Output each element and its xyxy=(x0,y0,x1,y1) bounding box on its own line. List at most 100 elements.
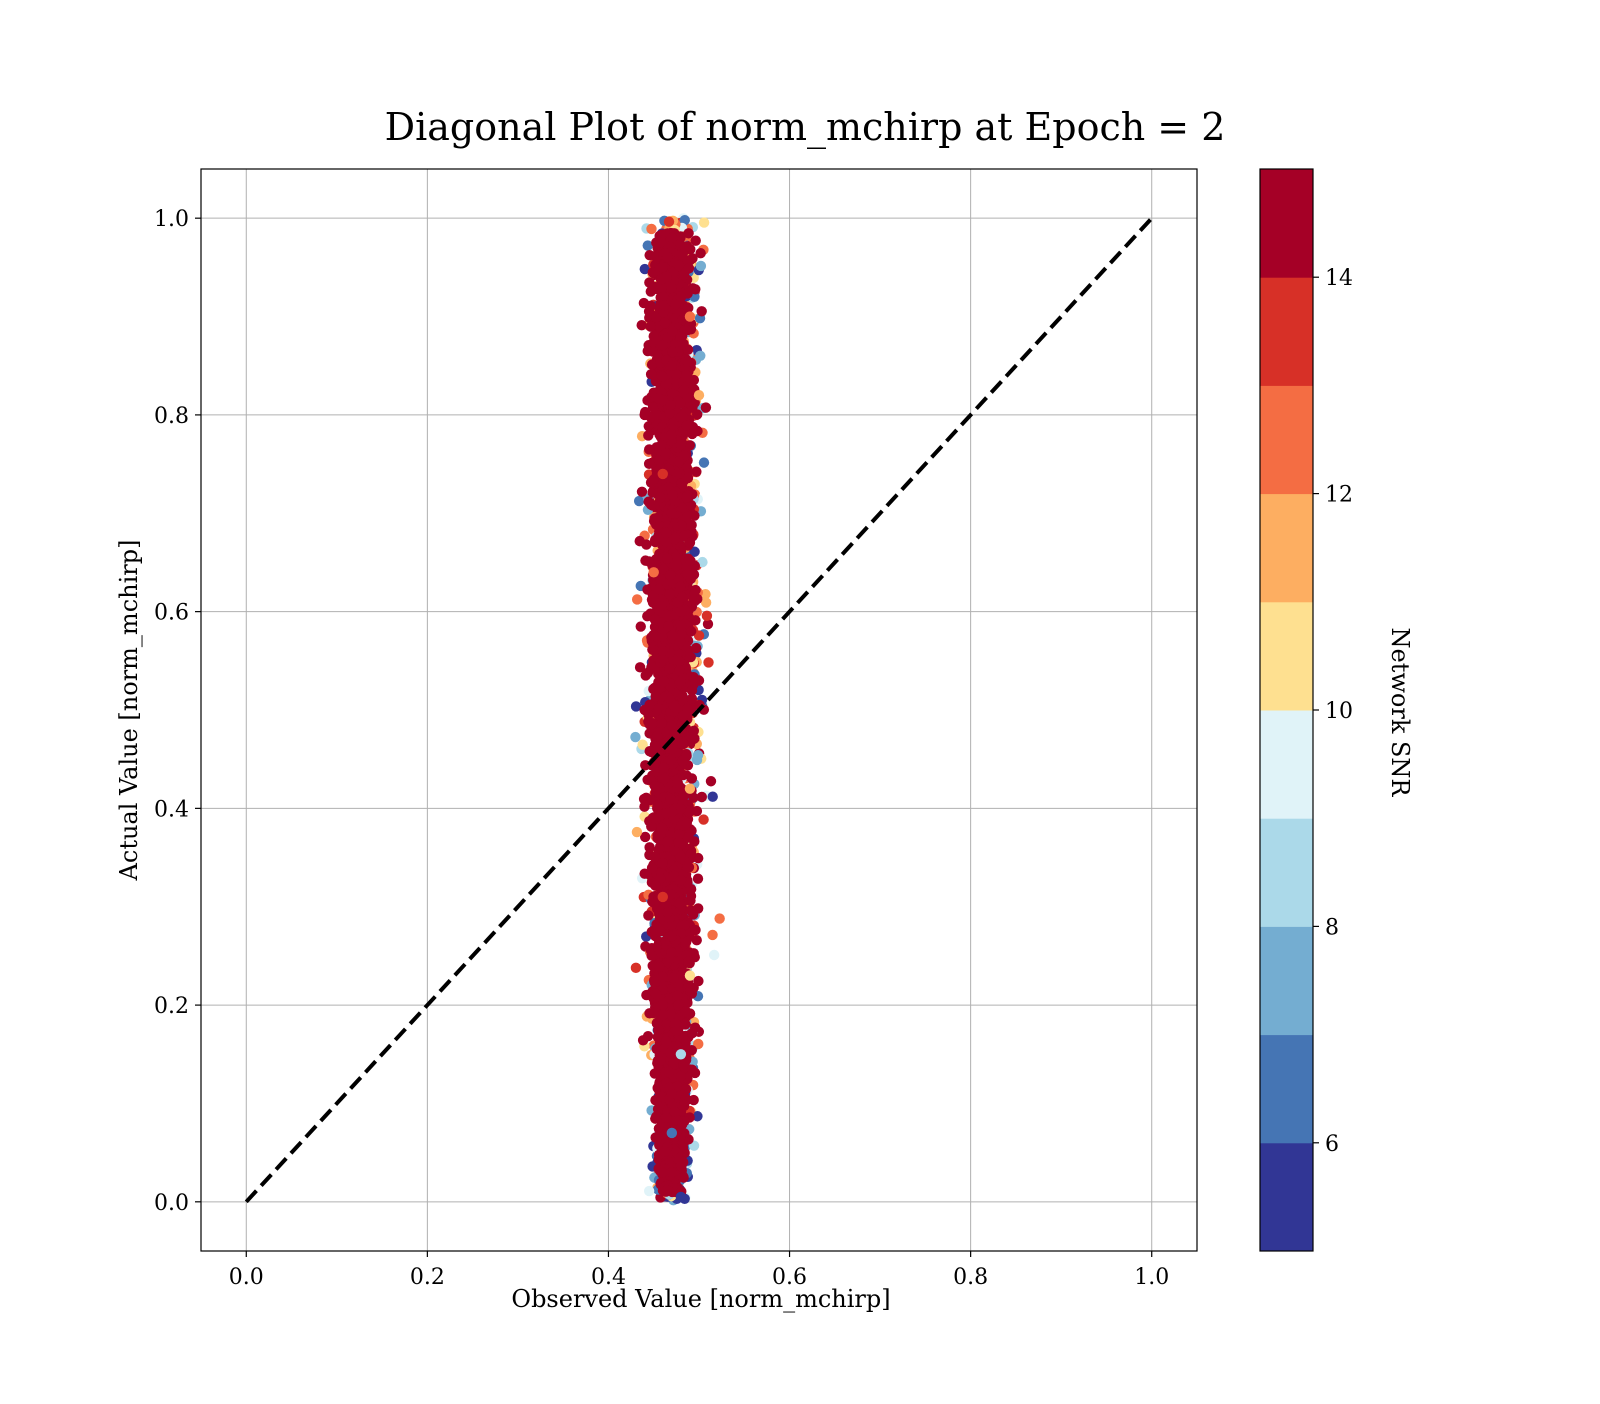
scatter-point-99 xyxy=(708,949,720,961)
scatter-point-4746 xyxy=(650,989,662,1000)
colorbar-tick-label-1: 8 xyxy=(1325,915,1339,940)
scatter-point-4738 xyxy=(659,773,670,784)
scatter-point-4188 xyxy=(682,472,694,484)
scatter-point-4822 xyxy=(666,931,678,942)
scatter-point-4798 xyxy=(643,458,655,470)
scatter-point-4816 xyxy=(639,704,650,716)
scatter-point-4653 xyxy=(665,889,676,900)
scatter-point-4042 xyxy=(644,746,655,757)
scatter-point-1044 xyxy=(692,1111,703,1122)
scatter-point-4742 xyxy=(661,1185,672,1196)
scatter-point-4818 xyxy=(684,783,696,794)
x-tick-label-2: 0.4 xyxy=(591,1265,626,1290)
colorbar-segment-6 xyxy=(1260,493,1313,603)
scatter-point-4362 xyxy=(674,665,685,676)
scatter-point-1326 xyxy=(692,749,704,761)
scatter-point-4636 xyxy=(676,1160,687,1172)
scatter-point-4578 xyxy=(686,1064,698,1075)
y-tick-label-1: 0.2 xyxy=(154,994,189,1019)
scatter-point-4549 xyxy=(646,359,658,370)
scatter-point-728 xyxy=(646,223,657,235)
scatter-point-4339 xyxy=(638,297,650,309)
scatter-point-3784 xyxy=(644,842,655,853)
scatter-point-3764 xyxy=(636,319,647,331)
scatter-point-4821 xyxy=(657,891,668,903)
scatter-point-4778 xyxy=(660,1035,672,1047)
scatter-point-4758 xyxy=(683,956,694,967)
scatter-point-300 xyxy=(705,776,717,787)
scatter-point-4270 xyxy=(645,321,656,332)
diagonal-reference-line xyxy=(244,216,1154,1204)
scatter-point-4664 xyxy=(675,675,686,687)
scatter-point-4756 xyxy=(675,803,686,815)
scatter-point-4159 xyxy=(654,454,665,466)
scatter-point-1291 xyxy=(637,739,648,750)
scatter-point-4650 xyxy=(664,407,676,419)
plot-frame xyxy=(200,168,1198,1252)
scatter-point-4829 xyxy=(675,1191,687,1203)
scatter-point-4815 xyxy=(693,675,705,686)
scatter-point-4808 xyxy=(675,439,687,450)
scatter-point-4382 xyxy=(676,970,688,981)
y-tick-label-5: 1.0 xyxy=(154,207,189,232)
scatter-point-4620 xyxy=(679,919,690,931)
scatter-point-4241 xyxy=(653,583,665,595)
scatter-point-4621 xyxy=(661,527,672,539)
scatter-point-4782 xyxy=(664,1047,676,1059)
scatter-point-3073 xyxy=(641,539,652,550)
scatter-point-4680 xyxy=(655,926,666,937)
scatter-point-4587 xyxy=(670,703,682,714)
scatter-point-3440 xyxy=(684,255,696,266)
scatter-point-4326 xyxy=(685,626,697,637)
colorbar-segment-1 xyxy=(1260,1034,1313,1144)
scatter-point-4784 xyxy=(670,551,682,563)
scatter-point-4657 xyxy=(656,281,668,293)
scatter-point-144 xyxy=(707,929,718,941)
x-tick-label-4: 0.8 xyxy=(953,1265,988,1290)
scatter-point-4572 xyxy=(685,905,697,916)
scatter-point-4819 xyxy=(648,813,659,824)
scatter-point-4624 xyxy=(649,534,661,546)
scatter-point-4619 xyxy=(689,1022,701,1033)
scatter-point-3518 xyxy=(639,868,650,879)
scatter-point-4571 xyxy=(691,466,702,477)
scatter-point-4487 xyxy=(680,370,692,381)
scatter-point-3524 xyxy=(685,555,696,567)
scatter-point-4080 xyxy=(686,685,698,696)
scatter-point-4712 xyxy=(681,817,692,829)
scatter-point-3939 xyxy=(695,247,706,259)
scatter-point-4536 xyxy=(670,532,682,544)
scatter-point-4528 xyxy=(658,564,669,575)
scatter-point-2713 xyxy=(646,499,658,511)
colorbar-segment-7 xyxy=(1260,385,1313,495)
scatter-point-4805 xyxy=(666,360,678,371)
scatter-point-4755 xyxy=(660,1112,672,1124)
scatter-point-4827 xyxy=(666,1127,678,1139)
scatter-point-4809 xyxy=(657,468,668,480)
scatter-point-4780 xyxy=(670,369,682,380)
scatter-point-3433 xyxy=(635,621,646,632)
colorbar-segment-4 xyxy=(1260,710,1313,819)
scatter-point-1226 xyxy=(695,350,706,362)
scatter-point-4802 xyxy=(675,291,687,303)
scatter-point-96 xyxy=(631,594,643,605)
scatter-point-4762 xyxy=(665,755,677,766)
scatter-point-232 xyxy=(703,657,714,668)
scatter-point-4749 xyxy=(650,691,661,702)
scatter-point-3722 xyxy=(686,773,698,784)
scatter-point-4012 xyxy=(646,718,658,730)
x-tick-label-0: 0.0 xyxy=(229,1265,264,1290)
x-axis-label: Observed Value [norm_mchirp] xyxy=(511,1285,890,1313)
y-tick-label-3: 0.6 xyxy=(154,601,189,626)
scatter-point-267 xyxy=(702,618,714,630)
scatter-point-4766 xyxy=(665,793,676,805)
scatter-point-1182 xyxy=(693,630,705,641)
scatter-point-4440 xyxy=(657,291,669,303)
scatter-point-4089 xyxy=(682,324,693,336)
scatter-point-4124 xyxy=(681,936,692,948)
scatter-point-4700 xyxy=(654,492,666,503)
scatter-point-4814 xyxy=(657,645,668,657)
scatter-point-4314 xyxy=(648,1007,659,1019)
scatter-point-422 xyxy=(631,826,643,838)
